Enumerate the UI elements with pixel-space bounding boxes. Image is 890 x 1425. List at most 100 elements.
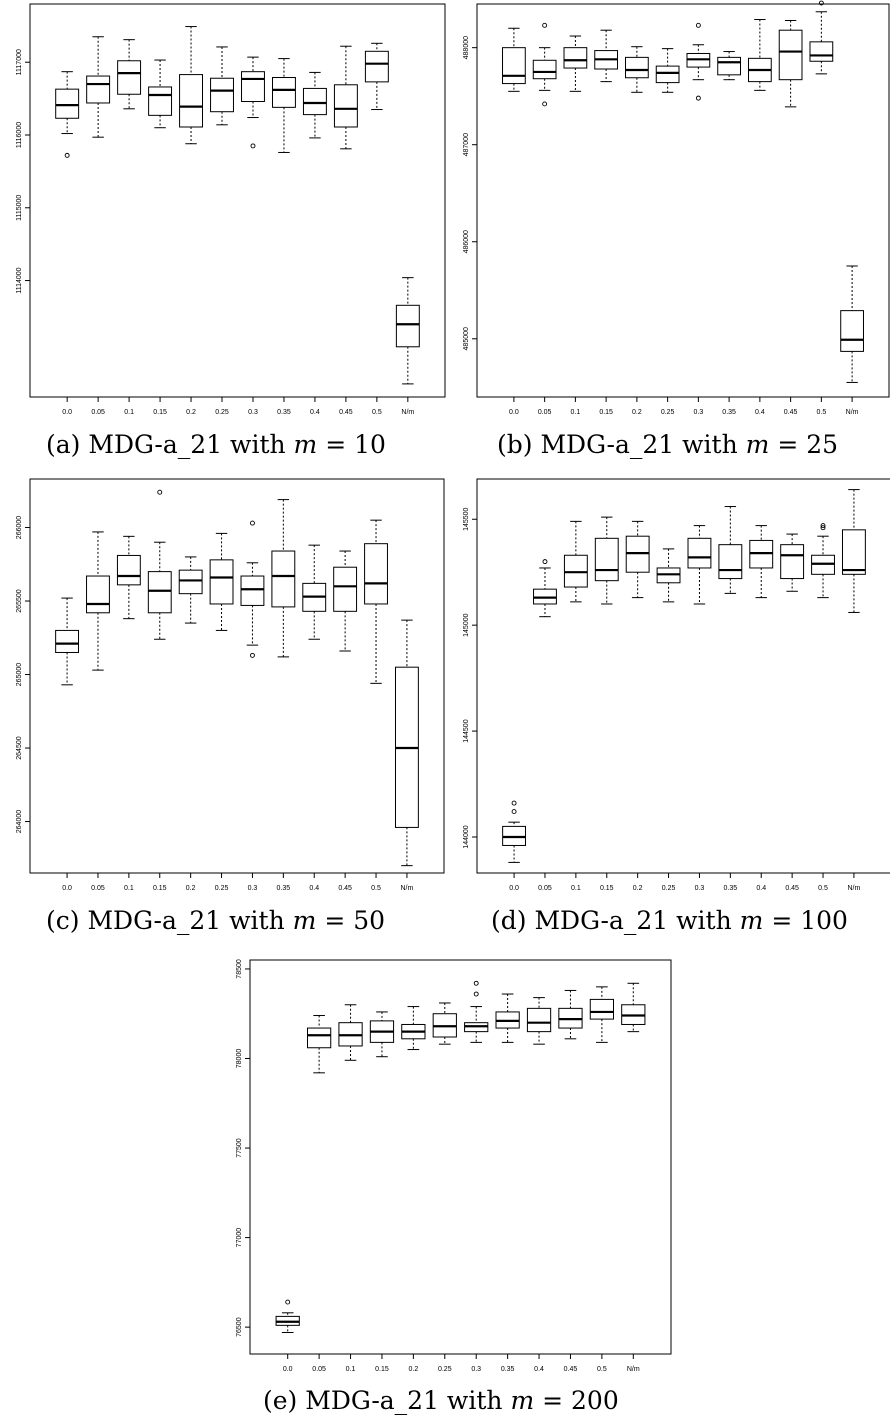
x-tick-label: 0.2 (186, 409, 196, 416)
caption-d-value: = 100 (771, 906, 848, 935)
caption-c: (c) MDG-a_21 with m = 50 (46, 906, 385, 935)
box-7 (495, 993, 520, 1043)
x-tick-label: 0.1 (124, 409, 134, 416)
box-9 (778, 19, 803, 108)
outlier-point (695, 22, 701, 28)
box-iqr (502, 47, 526, 85)
caption-b-label: (b) MDG-a_21 with (497, 430, 746, 459)
box-iqr (302, 87, 327, 116)
x-tick-label: 0.3 (248, 885, 258, 892)
outlier-point (250, 143, 256, 149)
box-0 (502, 27, 526, 92)
x-tick-label: 0.2 (186, 885, 196, 892)
y-tick-label: 264500 (16, 736, 23, 759)
y-tick-label: 266000 (16, 516, 23, 539)
x-tick-label: 0.35 (277, 409, 291, 416)
box-4 (401, 1006, 426, 1051)
x-tick-label: 0.35 (724, 885, 738, 892)
box-3 (594, 516, 619, 605)
box-5 (210, 46, 234, 126)
box-iqr (55, 629, 80, 653)
x-tick-label: 0.05 (538, 409, 552, 416)
box-10 (364, 42, 389, 111)
box-iqr (210, 77, 234, 113)
y-tick-label: 265500 (16, 589, 23, 612)
box-iqr (271, 77, 296, 108)
box-9 (333, 550, 358, 652)
box-11 (394, 619, 419, 867)
chart-panel-c: 264000 264500 265000 265500 266000 0.0 0.05 0.1… (0, 470, 445, 945)
box-11 (621, 982, 646, 1033)
outlier-point (473, 980, 479, 986)
caption-b-var: m (745, 430, 770, 459)
box-iqr (526, 1007, 552, 1033)
x-tick-label: 0.5 (371, 885, 381, 892)
box-1 (532, 22, 557, 107)
box-7 (718, 506, 743, 594)
outlier-point (542, 559, 548, 565)
box-1 (86, 531, 110, 671)
box-6 (687, 525, 712, 605)
x-tick-label: 0.1 (346, 1366, 356, 1373)
box-1 (533, 559, 557, 618)
box-6 (464, 980, 489, 1043)
box-iqr (86, 75, 111, 104)
chart-panel-b: 485000 486000 487000 488000 0.0 0.05 0.1 0.15 0.… (445, 0, 890, 470)
outlier-point (820, 525, 826, 531)
box-2 (116, 535, 141, 620)
chart-panel-d: 144000 144500 145000 145500 0.0 0.05 0.1 0.15 0.… (445, 470, 890, 945)
x-tick-label: 0.4 (756, 885, 766, 892)
box-6 (240, 520, 265, 658)
y-tick-label: 486000 (463, 230, 470, 253)
x-tick-label: 0.45 (339, 409, 353, 416)
box-7 (271, 58, 296, 153)
boxplot-chart-a: 1114000 1115000 1116000 1117000 0.0 0.05 0.1 0.… (16, 3, 446, 416)
caption-c-value: = 50 (324, 906, 386, 935)
caption-e-label: (e) MDG-a_21 with (263, 1386, 511, 1415)
box-6 (686, 22, 711, 101)
box-3 (594, 29, 619, 83)
box-4 (625, 46, 649, 93)
caption-d-var: m (739, 906, 764, 935)
box-11 (395, 277, 420, 385)
x-tick-label: N/m (848, 885, 861, 892)
box-9 (333, 45, 358, 150)
box-8 (747, 19, 772, 91)
box-3 (147, 489, 172, 640)
x-tick-label: 0.3 (248, 409, 258, 416)
outlier-point (249, 520, 255, 526)
box-iqr (395, 304, 420, 348)
box-8 (302, 71, 327, 139)
box-iqr (333, 84, 358, 128)
chart-panel-e: 76500 77000 77500 78000 78500 0.0 0.05 0.1 0.15 0… (220, 945, 680, 1425)
x-tick-label: 0.25 (215, 409, 229, 416)
outlier-point (542, 101, 548, 107)
x-tick-label: 0.2 (633, 885, 643, 892)
boxplot-chart-b: 485000 486000 487000 488000 0.0 0.05 0.1 0.15 0.… (463, 0, 890, 416)
x-tick-label: 0.15 (600, 885, 614, 892)
box-2 (563, 520, 588, 603)
x-tick-label: 0.4 (309, 885, 319, 892)
box-iqr (209, 559, 234, 605)
y-tick-label: 487000 (463, 133, 470, 156)
box-10 (364, 519, 388, 684)
x-tick-label: 0.15 (375, 1366, 389, 1373)
box-iqr (116, 554, 141, 586)
box-0 (55, 597, 80, 686)
y-tick-label: 488000 (463, 36, 470, 59)
x-tick-label: 0.25 (662, 885, 676, 892)
plot-frame (476, 478, 890, 874)
x-tick-label: 0.4 (310, 409, 320, 416)
caption-a-var: m (293, 430, 318, 459)
x-tick-label: N/m (401, 885, 414, 892)
x-tick-label: 0.25 (438, 1366, 452, 1373)
box-3 (369, 1011, 395, 1058)
y-tick-label: 485000 (463, 327, 470, 350)
caption-b: (b) MDG-a_21 with m = 25 (497, 430, 838, 459)
x-tick-label: 0.05 (91, 409, 105, 416)
x-tick-label: 0.05 (91, 885, 105, 892)
x-tick-label: 0.0 (509, 885, 519, 892)
caption-a: (a) MDG-a_21 with m = 10 (46, 430, 386, 459)
box-5 (209, 532, 234, 631)
box-4 (178, 556, 203, 624)
